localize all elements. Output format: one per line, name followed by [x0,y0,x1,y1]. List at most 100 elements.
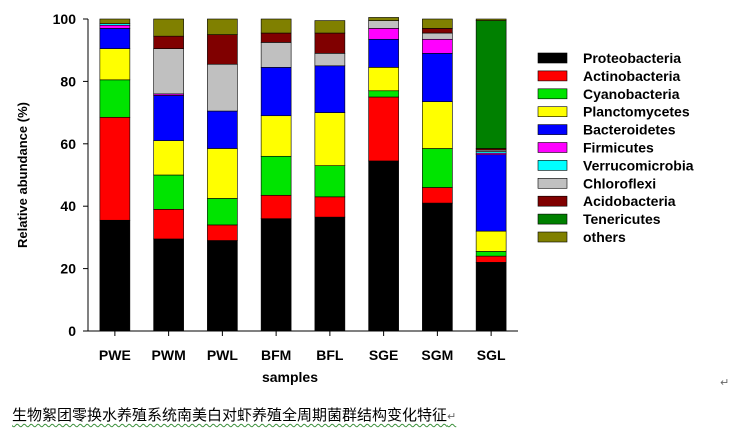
axes [87,19,518,332]
x-ticks: PWE PWM PWL BFM BFL SGE SGM SGL [99,331,506,363]
bar-segment-others [314,20,346,34]
bar-segment-bacteroidetes [260,67,292,117]
x-tick-label: PWL [207,347,239,363]
bar-segment-bacteroidetes [153,95,184,141]
bar-segment-firmicutes [422,38,453,54]
bar-segment-bacteroidetes [99,28,131,49]
stacked-bar-chart: 0 20 40 60 80 100 PWE PWM PWL BFM BFL SGE SGM SGL Re… [15,11,694,385]
bar-segment-actinobacteria [475,255,507,263]
bar-segment-proteobacteria [260,218,292,332]
bar-segment-proteobacteria [153,238,184,332]
x-tick-label: SGE [369,347,399,363]
y-tick-label: 0 [68,323,76,339]
x-tick-label: BFM [261,347,291,363]
bar-segment-cyanobacteria [314,165,346,198]
bar-segment-bacteroidetes [207,110,238,149]
bar-segment-proteobacteria [314,216,346,332]
bar-segment-cyanobacteria [368,90,399,98]
bar-segment-chloroflexi [207,63,238,112]
bar-segment-firmicutes [99,24,131,29]
legend-swatch [537,178,568,189]
bar-segment-others [368,17,399,21]
x-tick-label: PWE [99,347,131,363]
bar-segment-cyanobacteria [153,174,184,210]
caption-text: 生物絮团零换水养殖系统南美白对虾养殖全周期菌群结构变化特征 [12,406,448,424]
bar-segment-proteobacteria [207,240,238,332]
bar-segment-actinobacteria [207,224,238,241]
plot-area [99,17,507,332]
legend-label: Acidobacteria [583,193,676,209]
bar-segment-acidobacteria [314,32,346,54]
y-ticks: 0 20 40 60 80 100 [53,11,88,339]
bar-segment-actinobacteria [153,209,184,240]
bar-segment-proteobacteria [422,202,453,332]
legend-swatch [537,106,568,117]
bar-segment-bacteroidetes [314,65,346,113]
bar-segment-firmicutes [368,28,399,40]
bar-segment-cyanobacteria [475,251,507,257]
bar-segment-others [422,18,453,29]
legend-swatch [537,160,568,171]
bar-segment-proteobacteria [99,219,131,332]
legend-swatch [537,213,568,225]
y-tick-label: 40 [60,198,76,214]
y-tick-label: 100 [53,11,77,27]
bar-segment-actinobacteria [422,187,453,204]
legend-swatch [537,231,568,243]
bar-segment-planctomycetes [475,230,507,252]
legend-label: Chloroflexi [583,175,656,191]
bar-segment-chloroflexi [314,53,346,67]
bar-segment-proteobacteria [475,262,507,332]
y-axis-label: Relative abundance (%) [15,102,30,248]
bar-segment-planctomycetes [260,115,292,157]
x-tick-label: SGM [421,347,453,363]
bar-segment-others [99,18,131,24]
legend-label: Verrucomicrobia [583,157,694,173]
legend-swatch [537,195,568,207]
paragraph-mark-2: ↵ [447,410,457,423]
bar-segment-cyanobacteria [422,148,453,188]
legend-label: Firmicutes [583,140,654,156]
legend-swatch [537,142,568,153]
x-tick-label: PWM [152,347,186,363]
bar-segment-others [475,18,507,21]
legend-swatch [537,124,568,135]
x-tick-label: SGL [477,347,506,363]
y-tick-label: 60 [60,136,76,152]
bar-segment-actinobacteria [314,196,346,218]
bar-segment-chloroflexi [422,32,453,40]
legend-label: others [583,229,626,245]
bar-segment-actinobacteria [99,116,131,221]
y-tick-label: 20 [60,261,76,277]
bar-segment-chloroflexi [368,20,399,29]
legend-label: Tenericutes [583,211,661,227]
figure-caption: 生物絮团零换水养殖系统南美白对虾养殖全周期菌群结构变化特征↵ [12,404,456,425]
x-axis-label: samples [262,369,318,385]
legend-swatch [537,70,568,82]
legend-label: Actinobacteria [583,68,680,84]
legend-label: Proteobacteria [583,50,681,66]
bar-segment-planctomycetes [153,140,184,176]
bar-segment-planctomycetes [368,67,399,92]
bar-segment-acidobacteria [422,28,453,34]
paragraph-mark-1: ↵ [720,376,730,389]
bar-segment-actinobacteria [368,96,399,162]
bar-segment-others [153,18,184,37]
bar-segment-planctomycetes [422,101,453,149]
bar-segment-bacteroidetes [422,53,453,102]
bar-segment-proteobacteria [368,160,399,332]
legend-label: Bacteroidetes [583,122,676,138]
bar-segment-chloroflexi [153,48,184,95]
bar-segment-others [207,18,238,35]
x-tick-label: BFL [316,347,344,363]
bar-segment-planctomycetes [99,48,131,81]
y-tick-label: 80 [60,73,76,89]
legend-swatch [537,88,568,100]
legend-label: Planctomycetes [583,104,690,120]
bar-segment-others [260,18,292,34]
bar-segment-planctomycetes [314,112,346,166]
bar-segment-cyanobacteria [99,79,131,118]
bar-segment-planctomycetes [207,148,238,199]
bar-segment-cyanobacteria [207,198,238,226]
bar-segment-actinobacteria [260,194,292,219]
